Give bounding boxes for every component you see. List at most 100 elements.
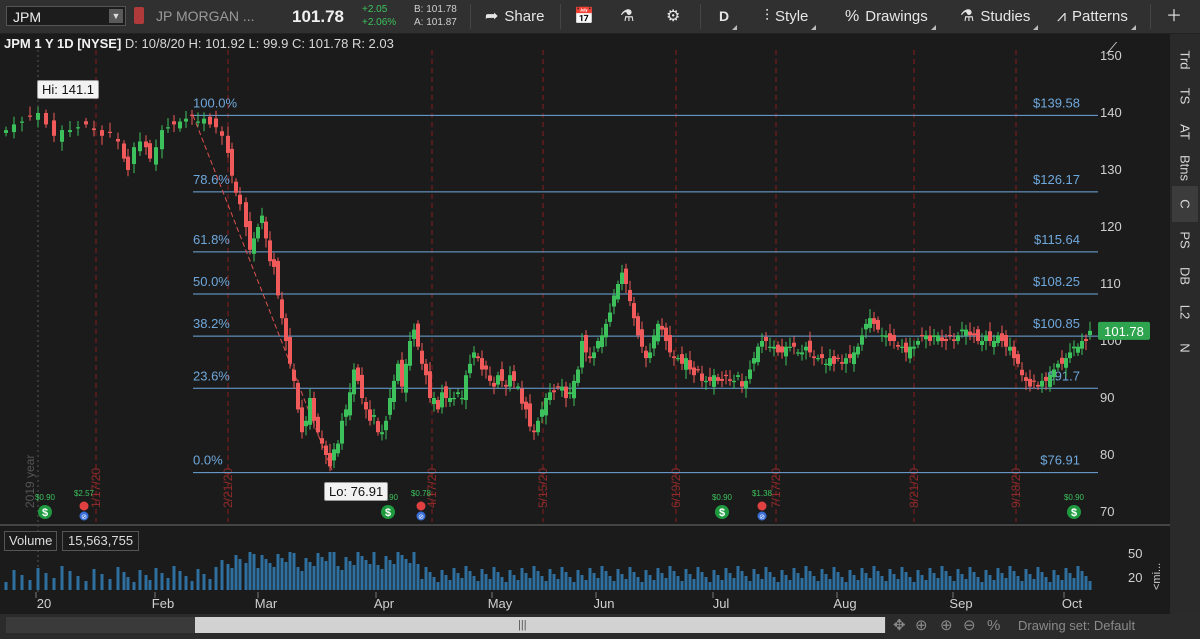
- volume-bar: [572, 582, 576, 590]
- expiration-date-label: 2/21/20: [221, 468, 235, 508]
- bid-value: B: 101.78: [414, 4, 457, 15]
- candle-body: [952, 339, 956, 341]
- candle-body: [308, 398, 312, 425]
- studies-dropdown[interactable]: ⚗ Studies: [960, 0, 1039, 33]
- dropdown-corner-icon: [811, 25, 817, 30]
- side-tab-trd[interactable]: Trd: [1172, 42, 1198, 78]
- expiration-date-label: 5/15/20: [536, 468, 550, 508]
- candle-body: [220, 131, 224, 136]
- candle-body: [616, 284, 620, 300]
- volume-bar: [548, 569, 552, 590]
- drawing-set-selector[interactable]: Drawing set: Default: [1018, 618, 1136, 633]
- volume-bar: [648, 575, 652, 590]
- side-tab-db[interactable]: DB: [1172, 258, 1198, 294]
- volume-bar: [792, 568, 796, 590]
- earnings-icon: [79, 511, 89, 521]
- patterns-dropdown[interactable]: ⩘ Patterns: [1057, 0, 1136, 33]
- candle-body: [132, 147, 136, 165]
- volume-bar: [268, 563, 272, 590]
- volume-bar: [160, 573, 164, 590]
- add-button[interactable]: ＋: [1166, 0, 1188, 33]
- scrollbar-thumb[interactable]: [195, 617, 885, 633]
- chart-settings-button[interactable]: 📅: [574, 0, 600, 33]
- candle-body: [788, 346, 792, 348]
- studies-lab-button[interactable]: ⚗: [620, 0, 640, 33]
- style-dropdown[interactable]: ⫶ Style: [765, 0, 817, 33]
- volume-bar: [280, 558, 284, 590]
- volume-bar: [716, 575, 720, 590]
- volume-bar: [568, 577, 572, 590]
- volume-bar: [420, 579, 424, 590]
- volume-bar: [20, 575, 24, 590]
- interval-dropdown[interactable]: D: [719, 0, 738, 33]
- chevron-down-icon[interactable]: ▼: [109, 9, 123, 23]
- candle-body: [552, 390, 556, 393]
- zoom-in-icon[interactable]: ⊕: [940, 617, 953, 634]
- percent-icon[interactable]: %: [987, 617, 1001, 634]
- candle-body: [276, 260, 280, 296]
- candle-body: [652, 335, 656, 349]
- candle-body: [568, 392, 572, 395]
- candle-body: [1052, 369, 1056, 378]
- candle-body: [316, 416, 320, 433]
- header-date: D: 10/8/20: [124, 36, 185, 51]
- time-axis[interactable]: [0, 592, 1098, 614]
- volume-bar: [132, 582, 136, 590]
- volume-bar: [864, 573, 868, 590]
- symbol-input[interactable]: JPM ▼: [6, 6, 126, 26]
- price-change-pct: +2.06%: [362, 17, 397, 28]
- side-tab-at[interactable]: AT: [1172, 114, 1198, 150]
- candle-body: [736, 375, 740, 377]
- candle-body: [820, 354, 824, 359]
- volume-bar: [528, 578, 532, 590]
- volume-bar: [992, 580, 996, 590]
- symbol-link-icon[interactable]: [134, 7, 144, 24]
- side-tab-btns[interactable]: Btns: [1172, 150, 1198, 186]
- dropdown-corner-icon: [1033, 25, 1039, 30]
- side-tab-ts[interactable]: TS: [1172, 78, 1198, 114]
- chart-canvas[interactable]: 1/17/20 2/21/20 4/17/20 5/15/20 6/19/20 7/17/…: [0, 0, 1170, 614]
- volume-bar: [644, 570, 648, 590]
- volume-bar: [684, 569, 688, 590]
- volume-bar: [184, 576, 188, 590]
- volume-bar: [972, 572, 976, 590]
- time-axis-label: Aug: [833, 596, 856, 611]
- candle-body: [624, 268, 628, 284]
- volume-bar: [560, 567, 564, 590]
- candle-body: [436, 399, 440, 410]
- candle-body: [916, 341, 920, 345]
- pan-hand-icon[interactable]: ✥: [893, 617, 906, 634]
- candle-body: [492, 382, 496, 387]
- side-tab-n[interactable]: N: [1172, 330, 1198, 366]
- drawings-dropdown[interactable]: % Drawings: [845, 0, 936, 33]
- volume-bar: [772, 577, 776, 590]
- volume-bar: [588, 568, 592, 590]
- side-tab-ps[interactable]: PS: [1172, 222, 1198, 258]
- earnings-icon: [757, 501, 767, 511]
- candle-body: [772, 346, 776, 349]
- gear-icon: ⚙: [666, 8, 681, 25]
- candle-body: [928, 335, 932, 341]
- settings-button[interactable]: ⚙: [666, 0, 686, 33]
- volume-bar: [284, 562, 288, 590]
- volume-bar: [776, 582, 780, 590]
- crosshair-icon[interactable]: ⊕: [915, 617, 928, 634]
- volume-bar: [238, 559, 242, 590]
- candle-body: [1084, 339, 1088, 341]
- candle-body: [92, 128, 96, 131]
- candle-body: [560, 386, 564, 391]
- dividend-amount: $0.90: [1064, 493, 1085, 502]
- side-tab-l2[interactable]: L2: [1172, 294, 1198, 330]
- volume-bar: [416, 564, 420, 590]
- patterns-icon: ⩘: [1057, 8, 1067, 25]
- side-tab-label: DB: [1177, 266, 1193, 286]
- expiration-date-label: 4/17/20: [425, 468, 439, 508]
- volume-bar: [388, 560, 392, 590]
- side-tab-c[interactable]: C: [1172, 186, 1198, 222]
- candle-body: [756, 346, 760, 363]
- drawings-label: Drawings: [865, 8, 928, 25]
- volume-bar: [812, 576, 816, 590]
- share-button[interactable]: ➦ Share: [485, 0, 544, 33]
- candle-body: [122, 143, 126, 159]
- zoom-out-icon[interactable]: ⊖: [963, 617, 976, 634]
